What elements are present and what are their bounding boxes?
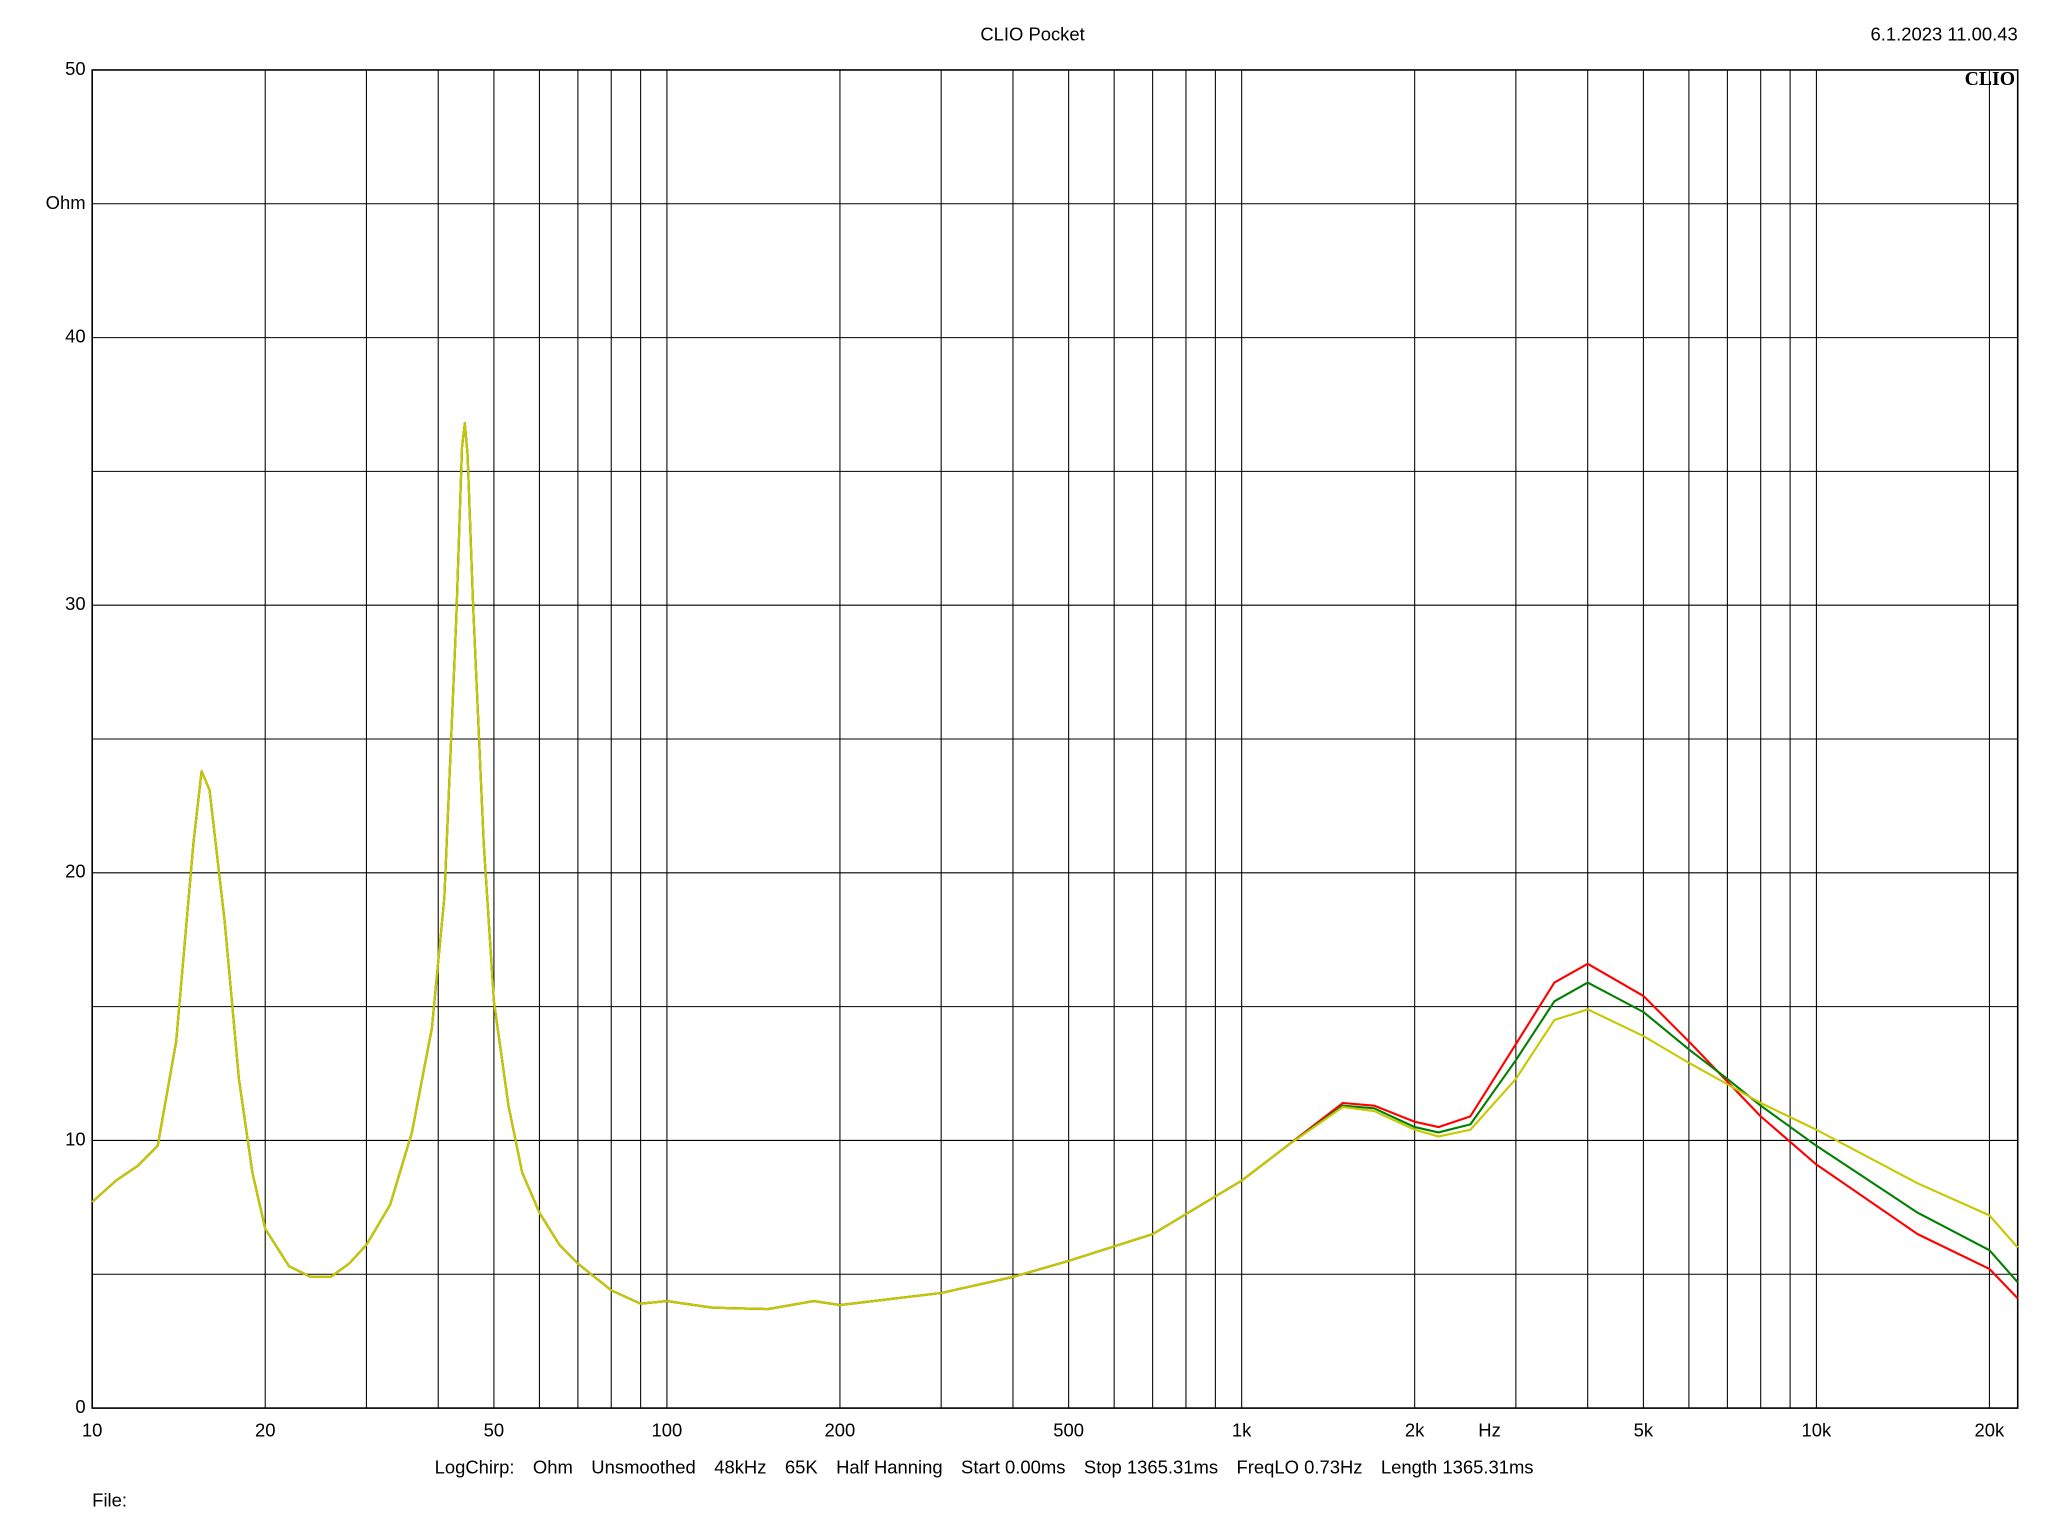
info-item: LogChirp: <box>435 1457 515 1478</box>
info-item: Half Hanning <box>836 1457 943 1478</box>
x-axis-label: Hz <box>1478 1420 1501 1441</box>
x-tick-label: 20k <box>1975 1420 2005 1441</box>
chart-title: CLIO Pocket <box>980 24 1084 45</box>
info-item: Unsmoothed <box>591 1457 695 1478</box>
y-tick-label: 30 <box>65 593 86 614</box>
y-tick-label: 20 <box>65 861 86 882</box>
x-tick-label: 100 <box>652 1420 683 1441</box>
file-label: File: <box>92 1489 127 1510</box>
series-line <box>91 422 2019 1311</box>
x-tick-label: 200 <box>825 1420 856 1441</box>
x-tick-label: 10 <box>82 1420 103 1441</box>
x-tick-label: 50 <box>484 1420 505 1441</box>
timestamp: 6.1.2023 11.00.43 <box>1871 24 2018 45</box>
info-item: 65K <box>785 1457 818 1478</box>
x-tick-label: 2k <box>1405 1420 1425 1441</box>
x-tick-label: 5k <box>1634 1420 1654 1441</box>
info-item: 48kHz <box>714 1457 766 1478</box>
x-tick-label: 500 <box>1053 1420 1084 1441</box>
x-tick-label: 1k <box>1232 1420 1252 1441</box>
plot-frame <box>91 69 2019 1409</box>
y-tick-label: 50 <box>65 58 86 79</box>
x-tick-label: 10k <box>1802 1420 1832 1441</box>
y-tick-label: 40 <box>65 325 86 346</box>
y-tick-label: 10 <box>65 1128 86 1149</box>
y-tick-label: 0 <box>75 1396 85 1417</box>
series-line <box>91 422 2019 1311</box>
info-item: Start 0.00ms <box>961 1457 1065 1478</box>
info-item: Length 1365.31ms <box>1381 1457 1534 1478</box>
x-tick-label: 20 <box>255 1420 276 1441</box>
info-line: LogChirp: Ohm Unsmoothed 48kHz 65K Half Hanni… <box>435 1457 1534 1478</box>
series-line <box>91 422 2019 1311</box>
info-item: Ohm <box>533 1457 573 1478</box>
y-axis-label: Ohm <box>46 192 86 213</box>
info-item: FreqLO 0.73Hz <box>1237 1457 1363 1478</box>
info-item: Stop 1365.31ms <box>1084 1457 1218 1478</box>
